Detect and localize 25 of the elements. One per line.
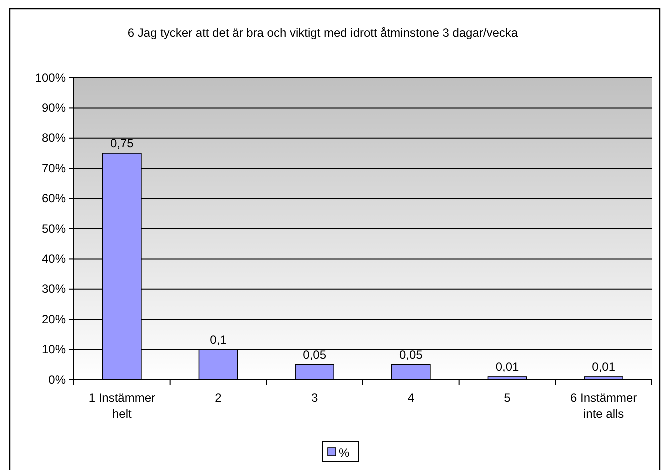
y-tick-label: 30% xyxy=(42,282,66,296)
y-tick-label: 60% xyxy=(42,192,66,206)
chart-title: 6 Jag tycker att det är bra och viktigt med idrott åtminstone 3 dagar/vecka xyxy=(128,26,518,40)
text: 0,01 xyxy=(592,360,616,374)
y-tick-label: 50% xyxy=(42,222,66,236)
x-tick-label: 2 xyxy=(215,391,222,405)
x-tick-label: 3 xyxy=(311,391,318,405)
text: 0,1 xyxy=(210,332,227,347)
y-tick-label: 100% xyxy=(35,70,66,85)
y-tick-label: 10% xyxy=(42,342,66,357)
text: 0,01 xyxy=(496,360,520,374)
x-tick-label: 5 xyxy=(504,391,512,405)
y-tick-label: 80% xyxy=(42,131,66,146)
text: 0,75 xyxy=(110,136,134,150)
x-tick-label: 6 Instämmer inte alls xyxy=(570,391,638,421)
y-tick-label: 20% xyxy=(42,312,66,326)
text: 0,05 xyxy=(303,348,327,362)
y-tick-label: 70% xyxy=(42,161,66,176)
y-tick-label: 40% xyxy=(42,252,66,266)
y-tick-label: 0% xyxy=(48,372,66,387)
text: 0,05 xyxy=(399,348,423,362)
x-tick-label: 4 xyxy=(408,391,415,405)
y-tick-label: 90% xyxy=(42,101,66,116)
x-tick-label: 1 Instämmer helt xyxy=(88,391,156,421)
legend-label: % xyxy=(339,446,350,460)
